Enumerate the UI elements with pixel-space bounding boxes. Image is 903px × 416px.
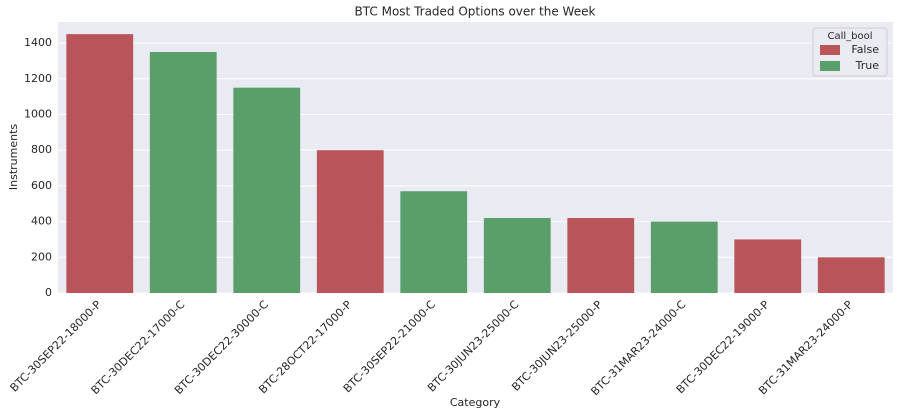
- y-tick-label: 800: [31, 143, 52, 156]
- x-tick-label: BTC-30DEC22-30000-C: [172, 298, 271, 397]
- legend-swatch: [820, 45, 840, 55]
- x-tick-label: BTC-30JUN23-25000-P: [509, 298, 605, 394]
- legend-swatch: [820, 61, 840, 71]
- bar: [483, 218, 551, 293]
- y-tick-label: 400: [31, 215, 52, 228]
- y-tick-label: 200: [31, 250, 52, 263]
- legend: Call_bool False True: [812, 27, 888, 77]
- bar: [817, 257, 885, 293]
- x-tick-label: BTC-30JUN23-25000-C: [425, 298, 522, 395]
- bar: [734, 239, 802, 293]
- x-tick-label: BTC-28OCT22-17000-P: [256, 298, 354, 396]
- y-tick-label: 1400: [24, 36, 52, 49]
- bar: [233, 87, 301, 294]
- x-tick-label: BTC-30SEP22-21000-C: [341, 298, 438, 395]
- legend-title: Call_bool: [827, 31, 872, 42]
- bar: [316, 150, 384, 293]
- x-tick-label: BTC-31MAR23-24000-C: [588, 298, 688, 398]
- y-tick-label: 600: [31, 179, 52, 192]
- bar: [650, 221, 718, 293]
- x-tick-label: BTC-30SEP22-18000-P: [8, 298, 105, 395]
- x-tick-label: BTC-30DEC22-19000-P: [674, 298, 772, 396]
- x-tick-label: BTC-30DEC22-17000-C: [89, 298, 188, 397]
- chart-title: BTC Most Traded Options over the Week: [355, 5, 596, 19]
- y-tick-label: 1000: [24, 107, 52, 120]
- bar: [400, 191, 468, 293]
- legend-label: True: [855, 59, 880, 72]
- bar: [66, 34, 134, 294]
- x-axis-label: Category: [450, 396, 501, 409]
- bars: [66, 34, 885, 294]
- x-tick-label: BTC-31MAR23-24000-P: [756, 298, 856, 398]
- y-axis-label: Instruments: [7, 124, 20, 191]
- y-tick-label: 1200: [24, 72, 52, 85]
- bar: [567, 218, 635, 293]
- legend-label: False: [851, 43, 879, 56]
- bar: [149, 51, 217, 293]
- y-tick-label: 0: [45, 286, 52, 299]
